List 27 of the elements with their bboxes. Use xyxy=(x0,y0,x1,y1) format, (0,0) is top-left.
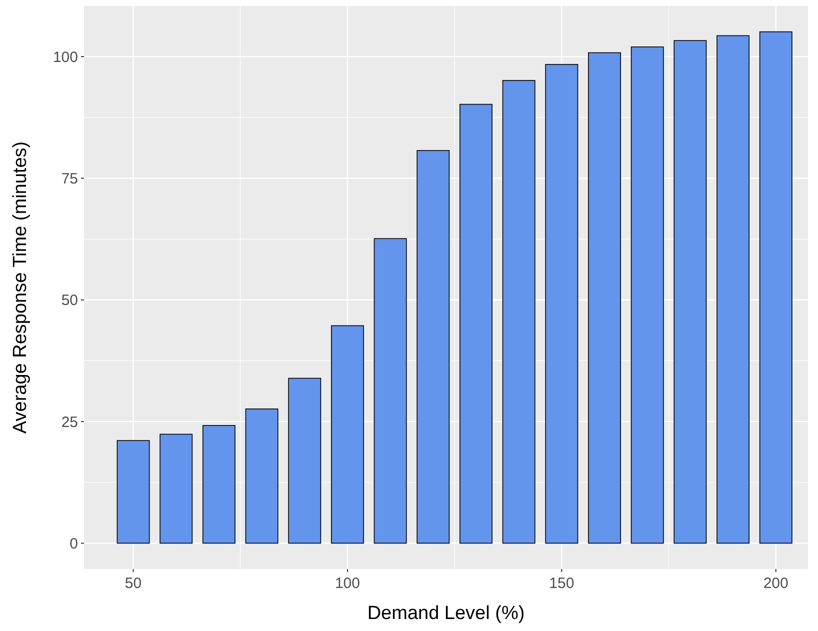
bar xyxy=(588,52,621,544)
x-tick-label: 100 xyxy=(334,575,360,592)
bar xyxy=(416,150,450,544)
y-tick-label: 25 xyxy=(61,414,78,431)
bar xyxy=(160,434,193,544)
bar xyxy=(759,31,792,544)
y-tick-label: 0 xyxy=(70,535,78,552)
bar xyxy=(545,64,578,544)
bar xyxy=(116,440,150,544)
bar xyxy=(374,238,407,544)
bar xyxy=(202,425,236,544)
bar xyxy=(674,40,707,544)
bar xyxy=(460,104,492,544)
y-tick-label: 50 xyxy=(61,292,78,310)
bar xyxy=(288,378,322,544)
bar xyxy=(502,80,536,544)
x-axis-title: Demand Level (%) xyxy=(367,603,525,624)
x-tick-label: 50 xyxy=(124,575,142,592)
y-tick-label: 100 xyxy=(52,48,78,66)
x-tick-label: 200 xyxy=(763,575,788,592)
bar xyxy=(716,35,750,544)
y-tick-label: 75 xyxy=(61,170,78,188)
bar xyxy=(630,46,664,544)
x-tick-label: 150 xyxy=(549,575,574,592)
y-axis-title: Average Response Time (minutes) xyxy=(10,141,31,434)
bar xyxy=(245,408,278,544)
bar xyxy=(331,325,364,544)
